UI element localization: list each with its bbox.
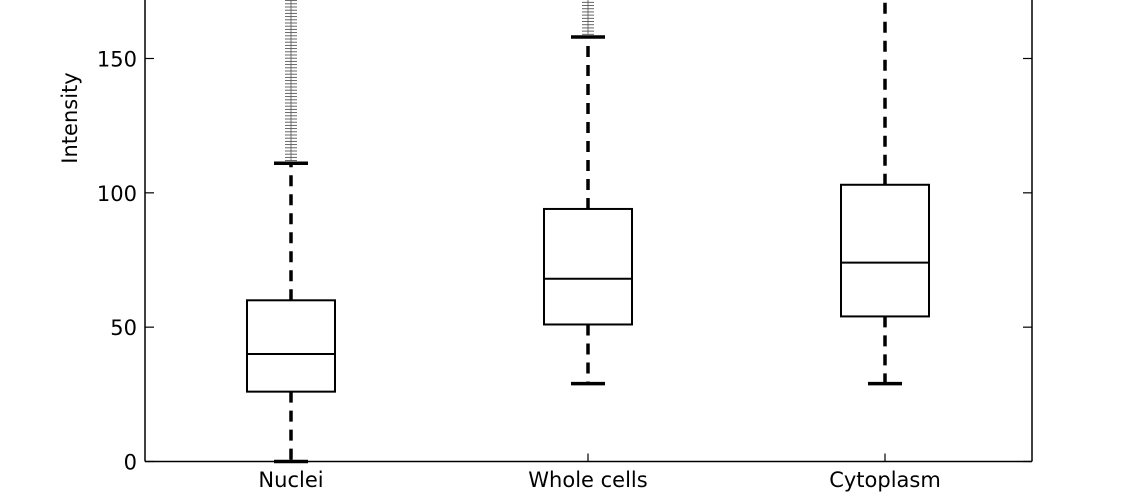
y-tick-label-150: 150 bbox=[97, 48, 137, 72]
outliers-whole-cells bbox=[582, 0, 594, 35]
y-tick-label-50: 50 bbox=[110, 316, 137, 340]
box-nuclei bbox=[246, 299, 336, 393]
plot-area bbox=[246, 0, 930, 464]
outliers-nuclei bbox=[285, 0, 297, 162]
y-axis-label: Intensity bbox=[58, 72, 82, 163]
y-tick-label-100: 100 bbox=[97, 182, 137, 206]
x-tick-label-nuclei: Nuclei bbox=[258, 468, 323, 492]
y-tick-label-0: 0 bbox=[124, 451, 137, 475]
box-whole-cells bbox=[543, 207, 633, 326]
box-cytoplasm bbox=[840, 183, 930, 318]
x-tick-label-whole-cells: Whole cells bbox=[528, 468, 647, 492]
ticks: 0 50 100 150 Nuclei Whole cells Cytoplasm bbox=[97, 48, 1032, 492]
x-tick-label-cytoplasm: Cytoplasm bbox=[829, 468, 941, 492]
